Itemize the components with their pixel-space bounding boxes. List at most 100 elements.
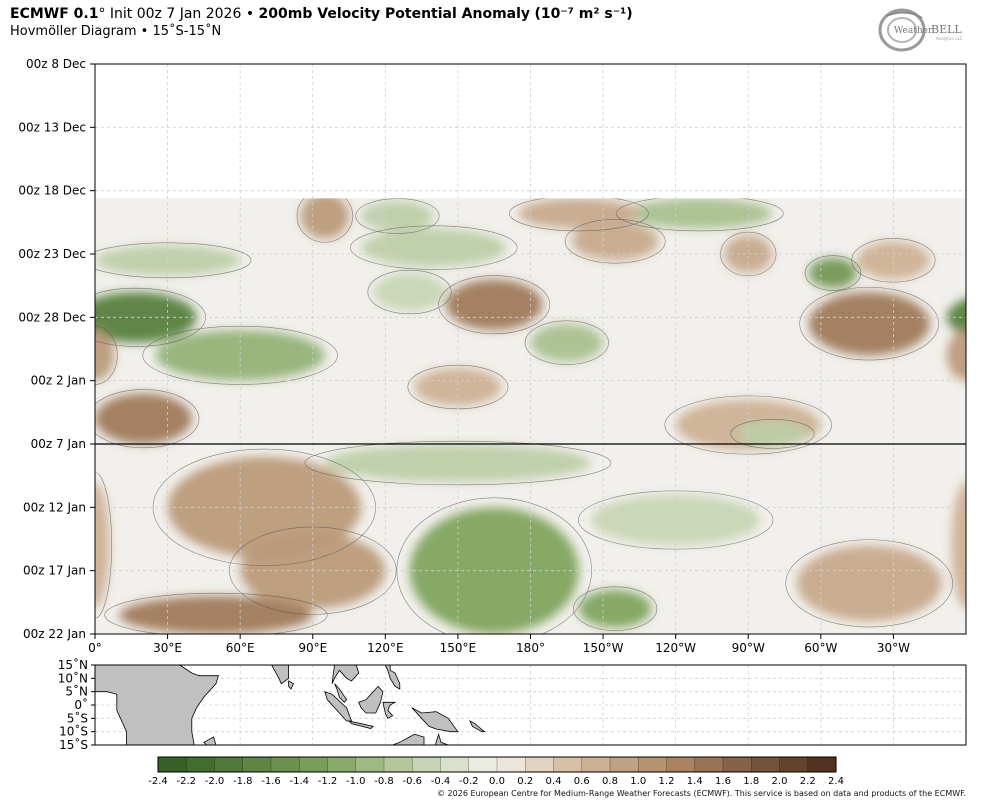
colorbar-segment-10 xyxy=(440,757,470,772)
map-land-indochina xyxy=(329,665,360,684)
map-land-srilanka xyxy=(288,680,294,690)
colorbar-label-5: -1.4 xyxy=(289,776,309,787)
contour-24 xyxy=(573,586,658,631)
plot-axes: 00z 8 Dec 00z 13 Dec 00z 18 Dec 00z 23 Dec 0… xyxy=(18,57,967,655)
colorbar-segment-13 xyxy=(525,757,554,772)
y-tick-label-7: 00z 12 Jan xyxy=(23,500,86,514)
contour-16 xyxy=(95,325,118,385)
y-tick-label-5: 00z 2 Jan xyxy=(31,374,86,388)
colorbar-label-13: 0.2 xyxy=(517,776,533,787)
map-lat-label-2: 5˚N xyxy=(65,684,88,699)
colorbar-segment-15 xyxy=(581,757,611,772)
plot-area xyxy=(95,64,966,634)
colorbar-segment-6 xyxy=(327,757,357,772)
x-tick-label-5: 150°E xyxy=(440,641,477,655)
colorbar-label-3: -1.8 xyxy=(233,776,253,787)
chart-subtitle: Hovmöller Diagram • 15˚S-15˚N xyxy=(10,24,222,39)
map-land-capeverde xyxy=(37,665,40,668)
map-land-india xyxy=(271,665,289,685)
colorbar-segment-4 xyxy=(271,757,300,772)
model-name: ECMWF 0.1 xyxy=(10,6,99,22)
x-tick-label-1: 30°E xyxy=(153,641,182,655)
colorbar-label-18: 1.2 xyxy=(659,776,675,787)
x-tick-label-2: 60°E xyxy=(226,641,255,655)
anomaly-region-wrap-10 xyxy=(946,298,966,336)
contour-15 xyxy=(524,320,609,365)
contour-20 xyxy=(730,418,815,449)
chart-title: ECMWF 0.1° Init 00z 7 Jan 2026 • 200mb V… xyxy=(10,6,633,22)
y-tick-label-3: 00z 23 Dec xyxy=(18,247,86,261)
anomaly-region-7 xyxy=(808,257,858,289)
x-tick-label-9: 90°W xyxy=(732,641,765,655)
colorbar-segment-11 xyxy=(468,757,498,772)
map-land-southamerica xyxy=(0,676,10,745)
anomaly-region-0 xyxy=(627,198,773,229)
colorbar-label-20: 1.6 xyxy=(715,776,731,787)
map-land-borneo xyxy=(358,685,384,714)
contour-3 xyxy=(355,198,440,234)
anomaly-region-8 xyxy=(724,235,773,273)
colorbar-segment-18 xyxy=(666,757,696,772)
map-contents xyxy=(0,665,966,753)
map-land-sulawesi xyxy=(382,701,397,719)
anomaly-region-4 xyxy=(571,222,659,261)
map-lat-label-6: 15˚S xyxy=(59,737,88,752)
colorbar-label-17: 1.0 xyxy=(630,776,646,787)
plot-grid xyxy=(95,64,966,634)
y-tick-label-8: 00z 17 Jan xyxy=(23,564,86,578)
colorbar-label-8: -0.8 xyxy=(374,776,394,787)
init-time: Init 00z 7 Jan 2026 xyxy=(109,6,242,22)
contour-6 xyxy=(95,242,252,279)
y-tick-label-2: 00z 18 Dec xyxy=(18,184,86,198)
contour-7 xyxy=(804,255,862,291)
anomaly-region-11 xyxy=(445,279,543,330)
anomaly-region-26 xyxy=(119,596,313,634)
colorbar-label-6: -1.2 xyxy=(318,776,338,787)
contour-11 xyxy=(438,275,551,335)
colorbar-label-10: -0.4 xyxy=(431,776,451,787)
colorbar-segment-12 xyxy=(497,757,526,772)
anomaly-region-28 xyxy=(796,545,942,622)
colorbar-label-1: -2.2 xyxy=(176,776,196,787)
anomaly-region-13 xyxy=(808,292,930,356)
map-lat-label-0: 15˚N xyxy=(58,657,88,672)
colorbar-label-2: -2.0 xyxy=(205,776,225,787)
colorbar-segment-7 xyxy=(355,757,385,772)
anomaly-region-3 xyxy=(361,200,434,232)
contour-22 xyxy=(152,448,376,566)
map-lat-label-4: 5˚S xyxy=(67,710,88,725)
anomaly-region-29 xyxy=(95,482,110,609)
colorbar-segment-9 xyxy=(412,757,441,772)
colorbar-segment-0 xyxy=(158,757,187,772)
x-tick-label-6: 180° xyxy=(516,641,545,655)
contour-26 xyxy=(104,592,328,634)
x-tick-label-4: 120°E xyxy=(367,641,404,655)
anomaly-region-5 xyxy=(361,228,507,267)
map-land-philippines xyxy=(384,665,401,690)
logo-text-bell: BELL xyxy=(931,23,962,36)
map-strip: 15˚N10˚N5˚N0˚5˚S10˚S15˚S xyxy=(0,657,967,753)
anomaly-region-15 xyxy=(530,323,604,362)
contour-5 xyxy=(349,225,518,270)
map-land-africa xyxy=(95,665,219,745)
anomaly-region-14 xyxy=(155,330,325,381)
colorbar-label-16: 0.8 xyxy=(602,776,618,787)
colorbar-label-12: 0.0 xyxy=(489,776,505,787)
anomaly-region-12 xyxy=(373,273,446,311)
x-tick-label-0: 0° xyxy=(88,641,102,655)
map-lat-label-3: 0˚ xyxy=(74,697,88,712)
colorbar-segment-21 xyxy=(751,757,780,772)
map-land-fiji xyxy=(526,748,531,753)
colorbar-segment-3 xyxy=(242,757,272,772)
title-bullet: • xyxy=(245,6,255,22)
weatherbell-logo: Weather BELL Analytics LLC xyxy=(878,8,963,52)
colorbar-label-9: -0.6 xyxy=(402,776,422,787)
contour-13 xyxy=(799,286,940,361)
map-lat-label-5: 10˚S xyxy=(59,724,88,739)
colorbar-segment-19 xyxy=(694,757,724,772)
anomaly-region-9 xyxy=(857,241,930,280)
colorbar-segment-17 xyxy=(638,757,667,772)
anomaly-region-18 xyxy=(95,393,192,444)
copyright-note: © 2026 European Centre for Medium-Range … xyxy=(437,789,966,798)
